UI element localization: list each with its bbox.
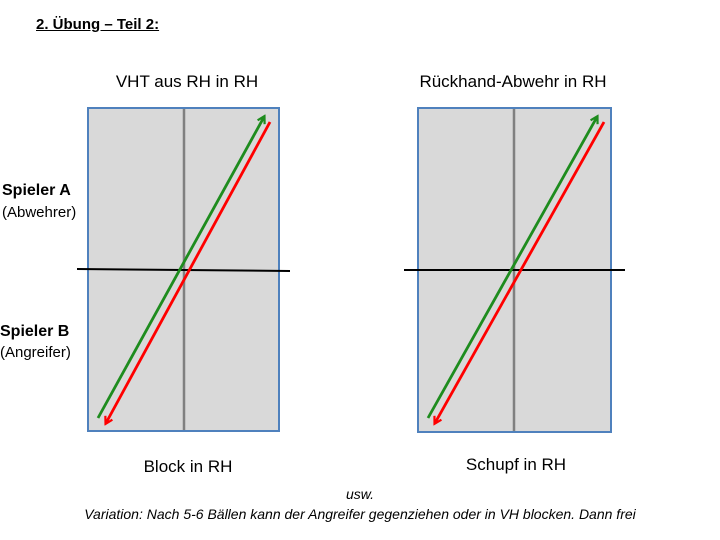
table-1-net bbox=[76, 268, 291, 272]
player-b-name: Spieler B bbox=[0, 323, 70, 340]
table-1-subtitle: Block in RH bbox=[143, 457, 233, 476]
table-2-arrow-red bbox=[435, 121, 606, 423]
table-1-title: VHT aus RH in RH bbox=[115, 72, 259, 91]
player-b-role: (Angreifer) bbox=[0, 344, 71, 361]
table-1-arrow-green bbox=[96, 117, 264, 419]
player-a-role: (Abwehrer) bbox=[2, 204, 77, 221]
table-2-arrow-green bbox=[426, 117, 597, 419]
footer-variation: Variation: Nach 5-6 Bällen kann der Angr… bbox=[84, 506, 636, 522]
table-1-arrow-red bbox=[106, 121, 272, 423]
exercise-heading: 2. Übung – Teil 2: bbox=[36, 16, 160, 33]
table-2-subtitle: Schupf in RH bbox=[465, 455, 567, 474]
footer-usw: usw. bbox=[345, 486, 374, 502]
table-2-title: Rückhand-Abwehr in RH bbox=[419, 72, 607, 91]
player-a-name: Spieler A bbox=[2, 182, 71, 199]
